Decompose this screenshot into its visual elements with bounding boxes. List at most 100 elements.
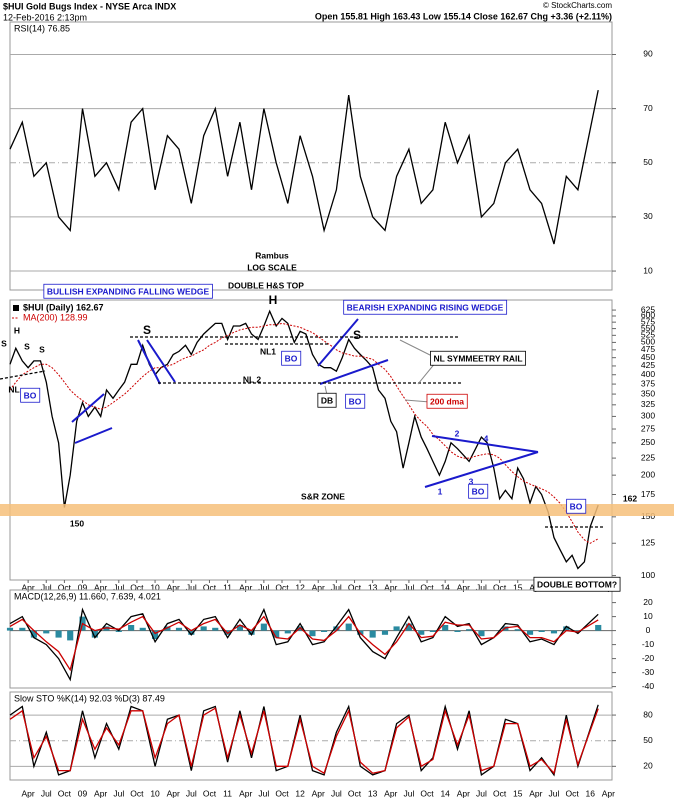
series-line	[9, 707, 599, 775]
histogram-bar	[19, 627, 26, 631]
x-tick-label: Oct	[203, 582, 217, 592]
x-tick-label: 15	[513, 788, 523, 798]
y-tick-label: 50	[643, 157, 653, 167]
histogram-bar	[91, 630, 98, 638]
annotation: DB	[321, 395, 333, 405]
annotation: S&R ZONE	[301, 491, 345, 501]
panel-title: RSI(14) 76.85	[14, 23, 70, 33]
panel-title: MACD(12,26,9) 11.660, 7.639, 4.021	[14, 591, 161, 601]
x-tick-label: Oct	[348, 582, 362, 592]
x-tick-label: Apr	[529, 788, 542, 798]
annotation: 2	[455, 428, 460, 438]
histogram-bar	[466, 629, 473, 631]
series-line	[9, 607, 599, 682]
y-tick-label: 325	[641, 399, 655, 409]
histogram-bar	[139, 627, 146, 631]
histogram-bar	[175, 627, 183, 631]
x-tick-label: 12	[295, 582, 305, 592]
annotation-box	[345, 393, 366, 409]
annotation: DOUBLE BOTTOM?	[537, 579, 617, 589]
histogram-bar	[188, 630, 195, 635]
annotation-box	[566, 498, 587, 514]
panel-frame	[9, 299, 613, 581]
annotation: BO	[472, 486, 485, 496]
annotation-box	[20, 387, 41, 403]
x-tick-label: 09	[78, 582, 88, 592]
histogram-bar	[538, 630, 545, 632]
x-tick-label: 14	[440, 582, 450, 592]
x-tick-label: 13	[368, 582, 378, 592]
x-tick-label: Oct	[275, 788, 289, 798]
histogram-bar	[478, 630, 485, 637]
x-tick-label: Oct	[493, 582, 507, 592]
legend-swatch	[13, 305, 19, 311]
x-tick-label: 09	[78, 788, 88, 798]
x-tick-label: Apr	[312, 582, 325, 592]
annotation-box	[426, 393, 468, 409]
panel: 20 50 80 Slow STO %K(14) 92.03 %D(3) 87.49	[9, 691, 653, 781]
annotation-box	[468, 483, 489, 499]
annotation: DOUBLE H&S TOP	[228, 280, 304, 290]
y-tick-label: 175	[641, 489, 655, 499]
series-line	[9, 322, 599, 544]
histogram-bar	[260, 623, 267, 631]
annotation: 162	[623, 493, 637, 503]
histogram-bar	[381, 630, 389, 635]
histogram-bar	[151, 630, 159, 639]
histogram-bar	[345, 623, 352, 631]
x-tick-label: Jul	[331, 788, 342, 798]
annotation: S	[353, 328, 361, 342]
annotation: 4	[484, 433, 489, 443]
x-tick-label: Jul	[331, 582, 342, 592]
x-tick-label: Oct	[348, 788, 362, 798]
x-tick-label: 16	[586, 788, 596, 798]
x-tick-label: Oct	[420, 788, 434, 798]
annotation: S	[24, 341, 30, 351]
y-tick-label: 275	[641, 423, 655, 433]
y-tick-label: 10	[643, 265, 653, 275]
y-tick-label: 500	[641, 337, 655, 347]
y-tick-label: 450	[641, 352, 655, 362]
quote-line: Open 155.81 High 163.43 Low 155.14 Close…	[315, 11, 612, 21]
y-tick-label: 300	[641, 411, 655, 421]
x-tick-label: Oct	[58, 788, 72, 798]
histogram-bar	[248, 630, 255, 635]
histogram-bar	[200, 626, 207, 631]
histogram-bar	[30, 630, 38, 638]
x-tick-label: Apr	[384, 582, 397, 592]
x-tick-label: Jul	[41, 788, 52, 798]
histogram-bar	[526, 630, 534, 635]
annotation: 150	[70, 518, 84, 528]
wedge-lines	[71, 318, 539, 488]
y-tick-label: 90	[643, 49, 653, 59]
histogram-bar	[514, 629, 521, 631]
x-tick-label: Jul	[258, 788, 269, 798]
annotation-box	[317, 392, 337, 408]
x-tick-label: Jul	[476, 582, 487, 592]
neckline-lines	[0, 336, 604, 528]
annotation: 1	[438, 486, 443, 496]
annotation: BO	[285, 353, 298, 363]
histogram-bar	[595, 624, 602, 631]
x-tick-label: Jul	[186, 788, 197, 798]
x-tick-label: Apr	[457, 582, 470, 592]
panel: 10 30 50 70 90 RSI(14) 76.85	[9, 21, 653, 291]
y-tick-label: 20	[643, 761, 653, 771]
annotation: Rambus	[255, 250, 289, 260]
annotation-box	[43, 283, 213, 299]
histogram-bar	[442, 625, 449, 631]
annotation: NL 2	[243, 374, 262, 384]
y-tick-label: 425	[641, 360, 655, 370]
y-tick-label: 70	[643, 103, 653, 113]
x-tick-label: Jul	[403, 582, 414, 592]
histogram-bar	[418, 630, 425, 635]
y-tick-label: 625	[641, 304, 655, 314]
annotation: S	[39, 344, 45, 354]
y-tick-label: 0	[646, 625, 651, 635]
y-tick-label: 100	[641, 570, 655, 580]
credit: © StockCharts.com	[543, 1, 612, 10]
x-tick-label: Apr	[167, 582, 180, 592]
annotation-box	[343, 299, 508, 315]
x-tick-label: Apr	[94, 582, 107, 592]
symbol-title: $HUI Gold Bugs Index - NYSE Arca INDX	[3, 1, 176, 11]
